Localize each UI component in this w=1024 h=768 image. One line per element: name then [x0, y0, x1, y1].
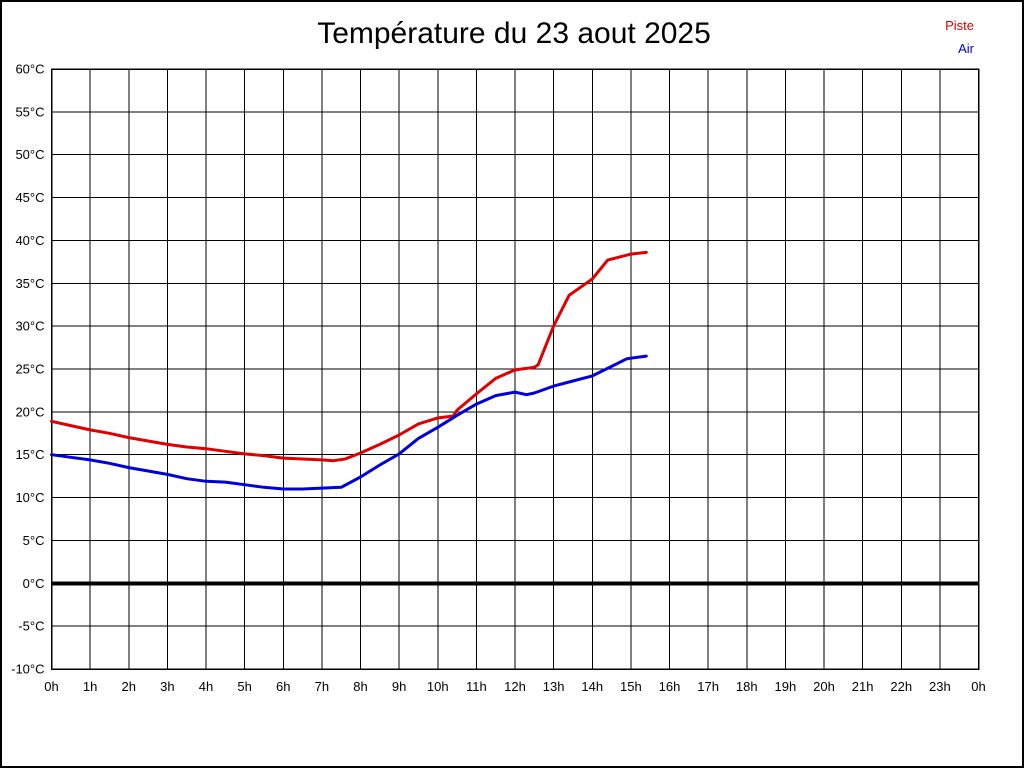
x-tick-label: 19h — [775, 679, 797, 694]
y-tick-label: 60°C — [15, 62, 44, 77]
x-tick-label: 9h — [392, 679, 406, 694]
x-tick-label: 0h — [971, 679, 985, 694]
y-tick-label: 10°C — [15, 490, 44, 505]
y-tick-label: 35°C — [15, 276, 44, 291]
x-tick-label: 18h — [736, 679, 758, 694]
y-tick-label: 55°C — [15, 104, 44, 119]
x-tick-label: 12h — [504, 679, 526, 694]
y-tick-label: 45°C — [15, 190, 44, 205]
legend: Piste Air — [945, 14, 974, 60]
x-tick-label: 8h — [353, 679, 367, 694]
y-tick-label: 25°C — [15, 362, 44, 377]
x-tick-label: 2h — [122, 679, 136, 694]
x-tick-label: 1h — [83, 679, 97, 694]
legend-item-piste: Piste — [945, 18, 974, 33]
y-tick-label: 40°C — [15, 233, 44, 248]
x-tick-label: 0h — [44, 679, 58, 694]
x-tick-label: 5h — [237, 679, 251, 694]
y-tick-label: -10°C — [11, 662, 44, 677]
x-tick-label: 15h — [620, 679, 642, 694]
x-tick-label: 17h — [697, 679, 719, 694]
x-tick-label: 3h — [160, 679, 174, 694]
y-tick-label: -5°C — [18, 619, 44, 634]
x-tick-label: 20h — [813, 679, 835, 694]
x-tick-label: 14h — [581, 679, 603, 694]
plot-frame — [50, 68, 980, 670]
y-tick-label: 20°C — [15, 404, 44, 419]
x-tick-label: 23h — [929, 679, 951, 694]
y-tick-label: 0°C — [23, 576, 45, 591]
x-tick-label: 4h — [199, 679, 213, 694]
x-tick-label: 13h — [543, 679, 565, 694]
y-tick-label: 50°C — [15, 147, 44, 162]
y-tick-label: 15°C — [15, 447, 44, 462]
legend-item-air: Air — [958, 41, 974, 56]
chart-title: Température du 23 aout 2025 — [317, 17, 711, 50]
x-tick-label: 11h — [466, 679, 487, 694]
series-line-piste — [50, 250, 648, 463]
y-tick-label: 5°C — [23, 533, 45, 548]
x-tick-label: 16h — [659, 679, 681, 694]
x-tick-label: 21h — [852, 679, 874, 694]
series-line-air — [50, 354, 648, 491]
x-tick-label: 6h — [276, 679, 290, 694]
x-tick-label: 22h — [890, 679, 912, 694]
x-tick-label: 10h — [427, 679, 449, 694]
x-tick-label: 7h — [315, 679, 329, 694]
y-tick-label: 30°C — [15, 319, 44, 334]
